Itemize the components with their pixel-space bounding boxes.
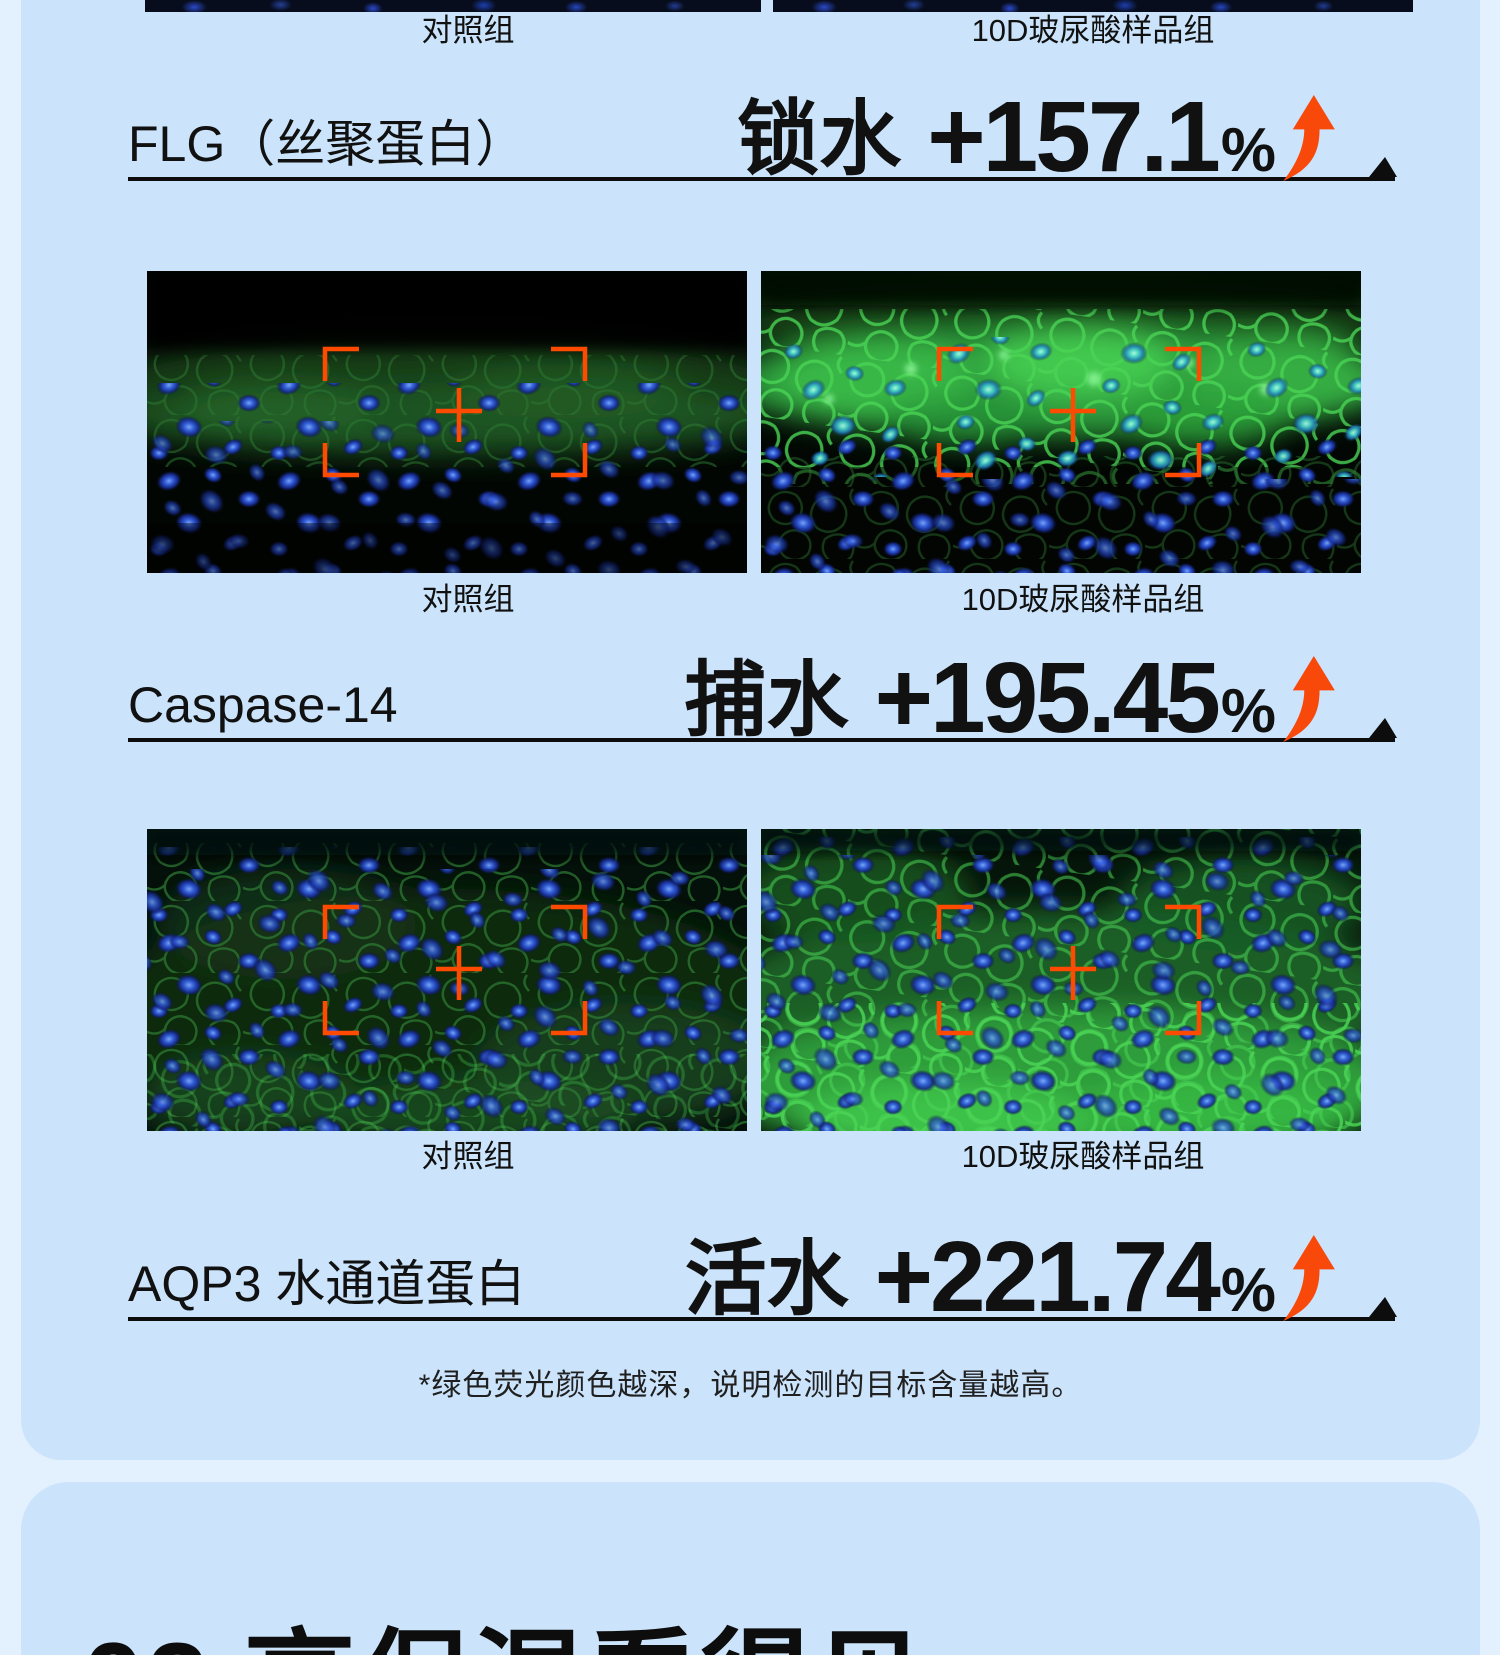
triangle-marker-icon <box>1369 718 1397 738</box>
percent-sign: % <box>1220 677 1276 747</box>
triangle-marker-icon <box>1369 1297 1397 1317</box>
caption-sample-group: 10D玻尿酸样品组 <box>961 582 1205 617</box>
previous-section-image-strip-sample <box>773 0 1413 12</box>
footnote: *绿色荧光颜色越深，说明检测的目标含量越高。 <box>418 1369 1083 1402</box>
lab-results-card <box>21 0 1480 1460</box>
caption-sample-group: 10D玻尿酸样品组 <box>961 1139 1205 1174</box>
metric-label: AQP3 水通道蛋白 <box>128 1256 526 1312</box>
next-section-title: 02 高保湿看得见 <box>82 1592 928 1655</box>
metric-row-flg: FLG（丝聚蛋白） 锁水 +157.1 % <box>128 69 1397 193</box>
metric-value: +221.74 <box>874 1221 1221 1333</box>
metric-keyword: 锁水 <box>737 93 902 185</box>
percent-sign: % <box>1220 1256 1276 1326</box>
next-section-card <box>21 1482 1480 1655</box>
up-arrow-icon <box>1283 1235 1335 1322</box>
up-arrow-icon <box>1283 95 1335 182</box>
metric-keyword: 捕水 <box>684 654 849 746</box>
percent-sign: % <box>1220 116 1276 186</box>
metric-row-aqp3: AQP3 水通道蛋白 活水 +221.74 % <box>128 1209 1397 1333</box>
metric-label: Caspase-14 <box>128 677 398 733</box>
microscopy-image-sample-1 <box>761 271 1361 573</box>
metric-result: 活水 +221.74 % <box>684 1221 1339 1333</box>
metric-result: 锁水 +157.1 % <box>737 81 1339 193</box>
caption-control-group: 对照组 <box>421 13 515 48</box>
caption-sample-group: 10D玻尿酸样品组 <box>971 13 1215 48</box>
microscopy-image-sample-2 <box>761 829 1361 1131</box>
caption-control-group: 对照组 <box>421 582 515 617</box>
caption-control-group: 对照组 <box>421 1139 515 1174</box>
metric-value: +157.1 <box>927 81 1221 193</box>
previous-section-image-strip-control <box>145 0 761 12</box>
microscopy-image-control-2 <box>147 829 747 1131</box>
metric-keyword: 活水 <box>684 1233 849 1325</box>
triangle-marker-icon <box>1369 157 1397 177</box>
metric-result: 捕水 +195.45 % <box>684 642 1339 754</box>
metric-value: +195.45 <box>874 642 1221 754</box>
microscopy-image-control-1 <box>147 271 747 573</box>
metric-row-caspase14: Caspase-14 捕水 +195.45 % <box>128 630 1397 754</box>
up-arrow-icon <box>1283 656 1335 743</box>
metric-label: FLG（丝聚蛋白） <box>128 116 526 172</box>
